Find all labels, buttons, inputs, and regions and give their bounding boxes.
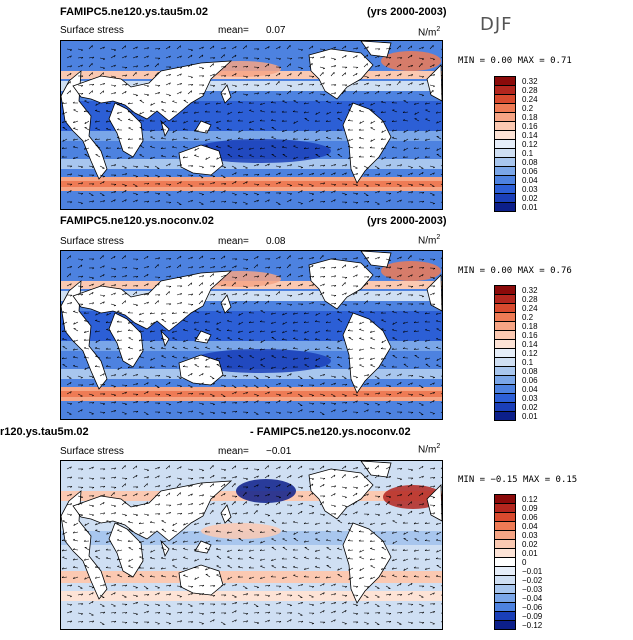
colorbar-label: 0.02: [522, 540, 538, 549]
panel1-minmax: MIN = 0.00 MAX = 0.71: [458, 56, 572, 66]
panel1-colorbar: 0.32 0.28 0.24 0.2 0.18 0.16 0.14 0.12 0.1 0.08 0.…: [494, 76, 538, 212]
colorbar-label: 0.02: [522, 403, 538, 412]
colorbar-label: 0.12: [522, 495, 538, 504]
colorbar-label: 0.1: [522, 149, 534, 158]
season-label: DJF: [480, 14, 513, 35]
colorbar-label: 0.24: [522, 95, 538, 104]
colorbar-label: 0.06: [522, 513, 538, 522]
colorbar-swatch: [494, 411, 516, 421]
colorbar-label: −0.04: [522, 594, 543, 603]
panel1-mean-value: 0.07: [266, 25, 286, 36]
panel1-field: Surface stress: [60, 25, 124, 36]
colorbar-label: −0.03: [522, 585, 543, 594]
panel2-unit: N/m2: [418, 234, 441, 247]
colorbar-label: 0.18: [522, 113, 538, 122]
panel1-map: [60, 40, 443, 210]
colorbar-label: 0.01: [522, 203, 538, 212]
panel3-mean-value: −0.01: [266, 446, 292, 457]
colorbar-label: −0.12: [522, 621, 543, 630]
panel2-mean-value: 0.08: [266, 236, 286, 247]
panel3-title-right: - FAMIPC5.ne120.ys.noconv.02: [250, 426, 411, 438]
panel3-mean-label: mean=: [218, 446, 249, 457]
colorbar-label: 0.06: [522, 376, 538, 385]
panel2-mean-label: mean=: [218, 236, 249, 247]
panel2-years: (yrs 2000-2003): [367, 215, 447, 227]
colorbar-label: 0.04: [522, 176, 538, 185]
panel2-map: [60, 250, 443, 420]
colorbar-label: 0.14: [522, 131, 538, 140]
panel3-field: Surface stress: [60, 446, 124, 457]
colorbar-label: 0.01: [522, 549, 538, 558]
colorbar-label: 0.14: [522, 340, 538, 349]
colorbar-label: 0.24: [522, 304, 538, 313]
panel1-years: (yrs 2000-2003): [367, 6, 447, 18]
colorbar-label: 0.01: [522, 412, 538, 421]
panel3-minmax: MIN = −0.15 MAX = 0.15: [458, 475, 578, 485]
colorbar-label: 0.03: [522, 531, 538, 540]
colorbar-label: 0.02: [522, 194, 538, 203]
colorbar-label: 0.2: [522, 313, 534, 322]
panel3-title-left: r120.ys.tau5m.02: [0, 426, 89, 438]
colorbar-label: 0.09: [522, 504, 538, 513]
colorbar-label: 0.03: [522, 185, 538, 194]
panel2-field: Surface stress: [60, 236, 124, 247]
colorbar-label: 0.04: [522, 522, 538, 531]
colorbar-label: 0.03: [522, 394, 538, 403]
colorbar-swatch: [494, 202, 516, 212]
colorbar-label: 0.12: [522, 140, 538, 149]
colorbar-label: 0.16: [522, 331, 538, 340]
colorbar-swatch: [494, 620, 516, 630]
colorbar-label: 0.08: [522, 158, 538, 167]
panel3-map: [60, 460, 443, 630]
colorbar-label: 0: [522, 558, 527, 567]
panel1-mean-label: mean=: [218, 25, 249, 36]
colorbar-label: 0.04: [522, 385, 538, 394]
colorbar-label: 0.2: [522, 104, 534, 113]
colorbar-label: −0.06: [522, 603, 543, 612]
colorbar-label: −0.02: [522, 576, 543, 585]
colorbar-label: 0.18: [522, 322, 538, 331]
colorbar-label: 0.32: [522, 286, 538, 295]
colorbar-label: −0.09: [522, 612, 543, 621]
colorbar-label: 0.06: [522, 167, 538, 176]
colorbar-label: 0.12: [522, 349, 538, 358]
colorbar-label: 0.28: [522, 86, 538, 95]
panel3-unit: N/m2: [418, 443, 441, 456]
colorbar-label: 0.1: [522, 358, 534, 367]
colorbar-label: 0.32: [522, 77, 538, 86]
panel2-title: FAMIPC5.ne120.ys.noconv.02: [60, 215, 214, 227]
panel1-unit: N/m2: [418, 26, 441, 39]
panel2-minmax: MIN = 0.00 MAX = 0.76: [458, 266, 572, 276]
colorbar-label: 0.16: [522, 122, 538, 131]
colorbar-label: −0.01: [522, 567, 543, 576]
panel2-colorbar: 0.32 0.28 0.24 0.2 0.18 0.16 0.14 0.12 0.1 0.08 0.…: [494, 285, 538, 421]
colorbar-label: 0.08: [522, 367, 538, 376]
panel3-colorbar: 0.12 0.09 0.06 0.04 0.03 0.02 0.01 0 −0.01 −0.02−…: [494, 494, 542, 630]
panel1-title: FAMIPC5.ne120.ys.tau5m.02: [60, 6, 208, 18]
colorbar-label: 0.28: [522, 295, 538, 304]
